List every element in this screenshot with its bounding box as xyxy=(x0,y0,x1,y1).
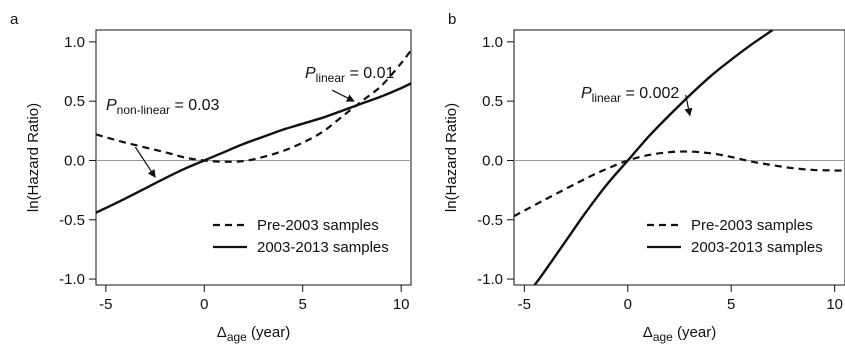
annotation-arrow xyxy=(331,89,355,102)
x-tick-label: 10 xyxy=(393,296,410,313)
panel-b: b -1.0 -0.5 0.0 0.5 1.0 -5 0 5 10 Δage (year) ln(Ha… xyxy=(443,11,845,344)
y-axis-title: ln(Hazard Ratio) xyxy=(25,103,42,212)
legend-label: Pre-2003 samples xyxy=(257,217,379,234)
y-tick-label: 0.5 xyxy=(482,93,503,110)
x-tick-label: 0 xyxy=(200,296,208,313)
panel-a: a -1.0 -0.5 0.0 0.5 1.0 -5 0 5 10 Δage (year) ln(Ha… xyxy=(10,11,412,344)
y-tick-label: -0.5 xyxy=(477,212,503,229)
p-value-annotation: Plinear = 0.002 xyxy=(581,85,679,105)
x-tick-label: 5 xyxy=(299,296,307,313)
y-tick-label: -0.5 xyxy=(59,212,85,229)
x-tick-label: 0 xyxy=(624,296,632,313)
x-tick-label: -5 xyxy=(99,296,112,313)
pre-2003-series-line xyxy=(514,150,845,218)
y-axis-title: ln(Hazard Ratio) xyxy=(443,103,460,212)
panel-label: a xyxy=(10,11,19,28)
plot-frame xyxy=(513,29,845,286)
legend-label: 2003-2013 samples xyxy=(257,239,389,256)
post-2003-series-line xyxy=(533,30,774,285)
y-tick-label: 1.0 xyxy=(482,34,503,51)
y-tick-label: -1.0 xyxy=(477,271,503,288)
x-tick-label: 5 xyxy=(727,296,735,313)
p-value-annotation: Pnon-linear = 0.03 xyxy=(106,97,220,117)
annotation-arrow xyxy=(134,146,156,178)
plot-frame xyxy=(95,29,412,286)
y-tick-label: 1.0 xyxy=(64,34,85,51)
y-tick-label: 0.0 xyxy=(64,152,85,169)
x-axis-title: Δage (year) xyxy=(217,324,290,344)
pre-2003-series-line xyxy=(96,49,411,163)
y-tick-label: 0.5 xyxy=(64,93,85,110)
x-tick-label: -5 xyxy=(518,296,531,313)
p-value-annotation: Plinear = 0.01 xyxy=(305,65,395,85)
annotation-arrow xyxy=(684,94,693,117)
x-tick-label: 10 xyxy=(826,296,843,313)
x-axis-title: Δage (year) xyxy=(643,324,716,344)
legend-label: Pre-2003 samples xyxy=(691,217,813,234)
y-tick-label: 0.0 xyxy=(482,152,503,169)
y-tick-label: -1.0 xyxy=(59,271,85,288)
series-group xyxy=(96,49,411,214)
legend-label: 2003-2013 samples xyxy=(691,239,823,256)
panel-label: b xyxy=(448,11,456,28)
post-2003-series-line xyxy=(96,82,411,214)
series-group xyxy=(514,30,845,285)
